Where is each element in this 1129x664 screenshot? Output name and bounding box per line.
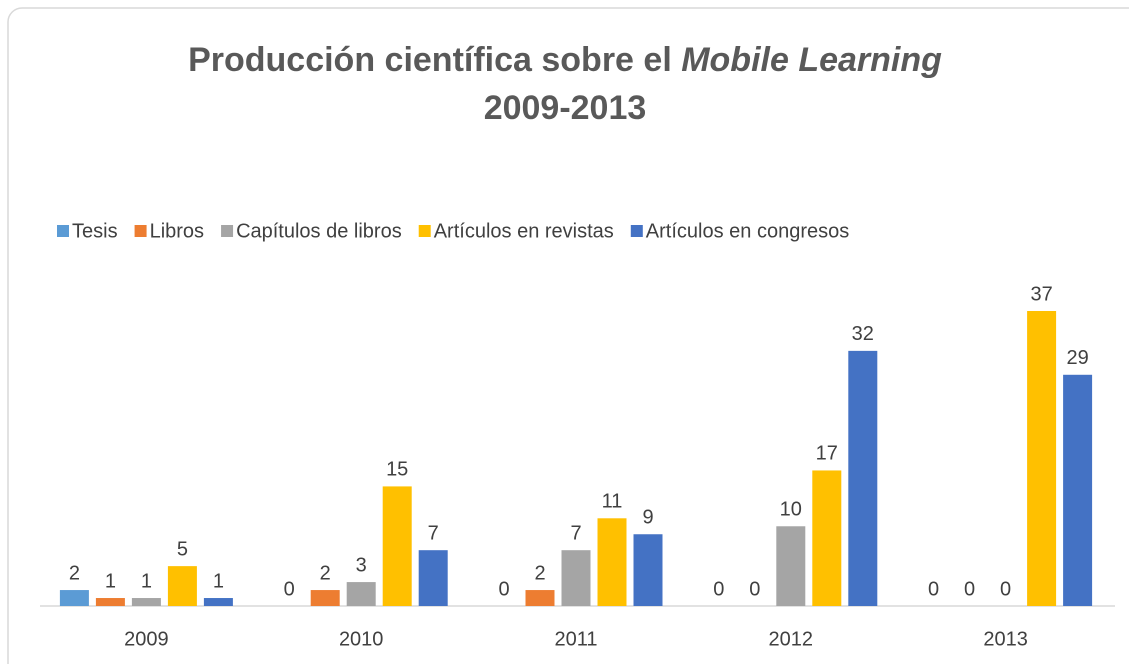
bar bbox=[203, 598, 233, 606]
title-text: Producción científica sobre el bbox=[188, 41, 672, 79]
bar bbox=[418, 550, 448, 606]
bar bbox=[1063, 374, 1093, 606]
legend-swatch bbox=[630, 225, 643, 237]
bar bbox=[812, 470, 842, 606]
bar bbox=[382, 486, 412, 606]
legend-label: Artículos en revistas bbox=[434, 220, 614, 242]
data-label: 5 bbox=[177, 538, 188, 560]
data-label: 15 bbox=[386, 459, 408, 481]
bar bbox=[633, 534, 663, 606]
legend-label: Artículos en congresos bbox=[646, 220, 849, 242]
x-tick-label: 2010 bbox=[339, 628, 384, 650]
chart-subtitle: 2009-2013 bbox=[484, 89, 647, 127]
x-tick-label: 2013 bbox=[983, 628, 1028, 650]
bar bbox=[59, 590, 89, 606]
legend-label: Capítulos de libros bbox=[236, 220, 402, 242]
data-label: 10 bbox=[780, 499, 802, 521]
x-tick-label: 2012 bbox=[769, 628, 814, 650]
data-label: 0 bbox=[713, 578, 724, 600]
legend-swatch bbox=[134, 225, 147, 237]
data-label: 2 bbox=[320, 562, 331, 584]
bar bbox=[525, 590, 555, 606]
data-label: 1 bbox=[141, 570, 152, 592]
bar bbox=[561, 550, 591, 606]
data-label: 1 bbox=[213, 570, 224, 592]
bar bbox=[131, 598, 161, 606]
bar bbox=[848, 350, 878, 606]
data-label: 2 bbox=[69, 562, 80, 584]
data-label: 32 bbox=[852, 323, 874, 345]
bar bbox=[776, 526, 806, 606]
chart-title: Producción científica sobre el Mobile Le… bbox=[188, 41, 942, 79]
legend-label: Libros bbox=[150, 220, 204, 242]
data-label: 29 bbox=[1066, 347, 1088, 369]
data-label: 3 bbox=[356, 554, 367, 576]
data-label: 0 bbox=[284, 578, 295, 600]
data-label: 0 bbox=[964, 578, 975, 600]
bar bbox=[310, 590, 340, 606]
bar bbox=[597, 518, 627, 606]
data-label: 7 bbox=[570, 522, 581, 544]
legend-swatch bbox=[57, 225, 69, 237]
bar bbox=[95, 598, 125, 606]
data-label: 0 bbox=[928, 578, 939, 600]
legend-label: Tesis bbox=[72, 220, 118, 242]
legend-swatch bbox=[418, 225, 431, 237]
bar bbox=[1027, 311, 1057, 606]
title-italic: Mobile Learning bbox=[681, 41, 942, 79]
x-tick-label: 2009 bbox=[124, 628, 169, 650]
legend-swatch bbox=[221, 225, 234, 237]
bar bbox=[346, 582, 376, 606]
data-label: 2 bbox=[534, 562, 545, 584]
data-label: 0 bbox=[498, 578, 509, 600]
data-label: 7 bbox=[428, 522, 439, 544]
data-label: 9 bbox=[642, 507, 653, 529]
data-label: 0 bbox=[1000, 578, 1011, 600]
data-label: 17 bbox=[816, 443, 838, 465]
data-label: 37 bbox=[1030, 283, 1052, 305]
x-tick-label: 2011 bbox=[554, 628, 597, 650]
data-label: 11 bbox=[602, 491, 623, 513]
data-label: 1 bbox=[105, 570, 116, 592]
data-label: 0 bbox=[749, 578, 760, 600]
bar bbox=[167, 566, 197, 606]
